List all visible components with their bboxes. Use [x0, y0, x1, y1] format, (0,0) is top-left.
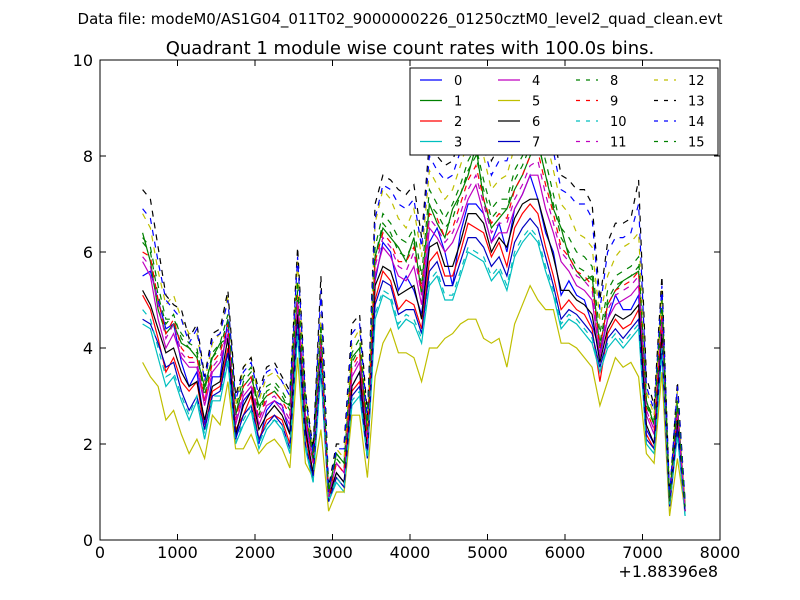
- y-tick-label: 10: [73, 51, 93, 70]
- series-line-15: [142, 131, 686, 507]
- legend-label-4: 4: [532, 74, 540, 89]
- series-line-13: [142, 83, 686, 502]
- legend-label-5: 5: [532, 95, 540, 110]
- legend-label-0: 0: [454, 74, 462, 89]
- series-line-14: [142, 97, 686, 502]
- series-line-6: [142, 198, 686, 512]
- x-tick-label: 7000: [622, 543, 663, 562]
- x-tick-label: 5000: [467, 543, 508, 562]
- x-tick-label: 0: [95, 543, 105, 562]
- legend-label-11: 11: [610, 136, 627, 151]
- y-tick-label: 0: [83, 531, 93, 550]
- series-line-12: [142, 102, 686, 502]
- legend-label-10: 10: [610, 115, 627, 130]
- legend-label-14: 14: [688, 115, 705, 130]
- suptitle: Data file: modeM0/AS1G04_011T02_90000002…: [78, 10, 723, 29]
- x-tick-label: 8000: [700, 543, 741, 562]
- series-line-11: [142, 159, 686, 512]
- legend-label-13: 13: [688, 95, 705, 110]
- y-tick-label: 4: [83, 339, 93, 358]
- x-tick-label: 2000: [235, 543, 276, 562]
- legend-label-3: 3: [454, 136, 462, 151]
- legend-label-2: 2: [454, 115, 462, 130]
- x-tick-label: 1000: [157, 543, 198, 562]
- legend-label-12: 12: [688, 74, 705, 89]
- series-line-10: [142, 227, 686, 517]
- legend-label-1: 1: [454, 95, 462, 110]
- y-tick-label: 8: [83, 147, 93, 166]
- legend-label-9: 9: [610, 95, 618, 110]
- chart-title: Quadrant 1 module wise count rates with …: [166, 38, 655, 59]
- series-line-9: [142, 150, 686, 507]
- x-tick-label: 4000: [390, 543, 431, 562]
- x-tick-label: 6000: [545, 543, 586, 562]
- legend-box: [409, 67, 719, 156]
- legend-label-15: 15: [688, 136, 705, 151]
- x-tick-label: 3000: [312, 543, 353, 562]
- x-offset-label: +1.88396e8: [618, 562, 718, 581]
- legend-label-6: 6: [532, 115, 540, 130]
- legend-label-8: 8: [610, 74, 618, 89]
- series-line-5: [142, 284, 686, 517]
- y-tick-label: 2: [83, 435, 93, 454]
- legend-label-7: 7: [532, 136, 540, 151]
- y-tick-label: 6: [83, 243, 93, 262]
